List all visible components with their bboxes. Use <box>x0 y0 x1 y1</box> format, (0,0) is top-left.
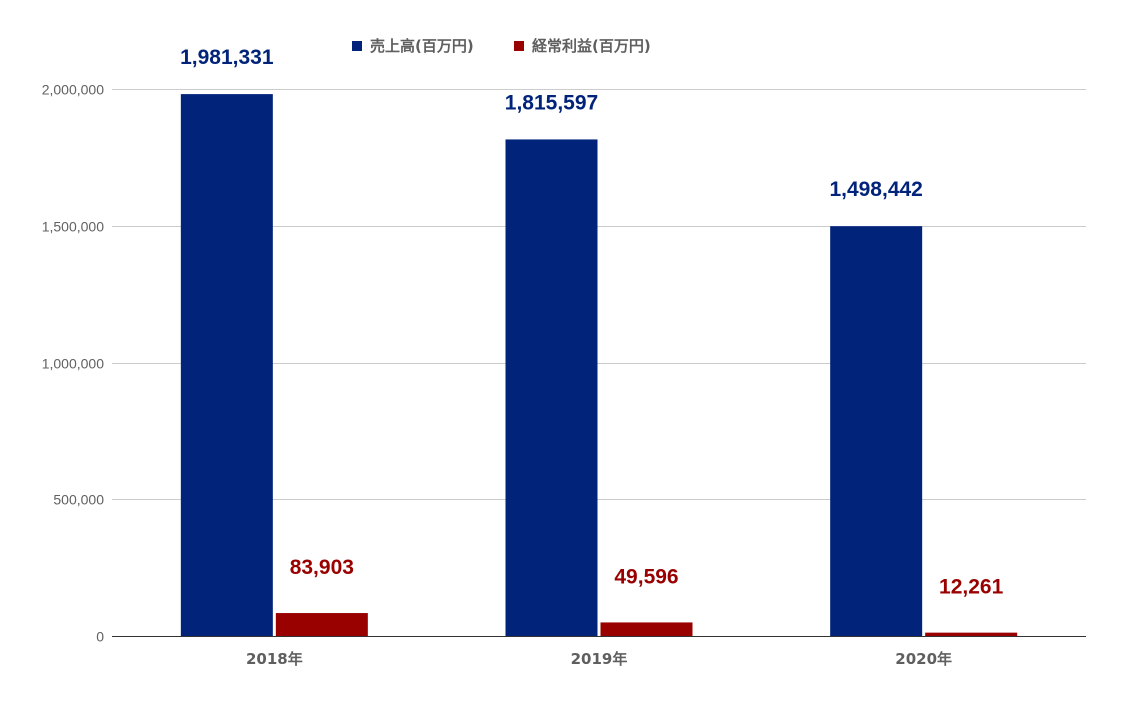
legend-label: 経常利益(百万円) <box>532 37 651 55</box>
x-category-label: 2020年 <box>895 650 952 668</box>
y-tick-label: 0 <box>96 629 104 645</box>
x-axis-category-labels: 2018年 2019年 2020年 <box>246 650 952 668</box>
data-label: 1,981,331 <box>180 46 274 69</box>
y-tick-label: 1,500,000 <box>42 219 104 235</box>
bar-sales <box>505 139 598 637</box>
legend-label: 売上高(百万円) <box>370 37 474 55</box>
data-labels: 1,981,331 83,903 1,815,597 49,596 1,498,442 1… <box>180 46 1003 599</box>
legend-swatch <box>352 41 362 51</box>
bar-sales <box>830 226 923 636</box>
x-category-label: 2018年 <box>246 650 303 668</box>
legend-swatch <box>514 41 524 51</box>
bar-ordinary-profit <box>275 613 368 636</box>
data-label: 1,815,597 <box>505 91 598 114</box>
data-label: 83,903 <box>290 556 354 579</box>
bar-sales <box>180 94 273 637</box>
data-label: 12,261 <box>939 576 1004 599</box>
y-tick-label: 500,000 <box>53 492 104 508</box>
y-tick-label: 1,000,000 <box>42 356 104 372</box>
x-category-label: 2019年 <box>571 650 628 668</box>
y-tick-label: 2,000,000 <box>42 82 104 98</box>
legend: 売上高(百万円) 経常利益(百万円) <box>352 37 651 55</box>
data-label: 1,498,442 <box>829 178 922 201</box>
bar-ordinary-profit <box>600 622 693 636</box>
y-axis-tick-labels: 0 500,000 1,000,000 1,500,000 2,000,000 <box>42 82 105 645</box>
data-label: 49,596 <box>614 565 678 588</box>
gridlines <box>112 89 1086 637</box>
bars <box>180 94 1018 637</box>
bar-ordinary-profit <box>925 632 1018 636</box>
